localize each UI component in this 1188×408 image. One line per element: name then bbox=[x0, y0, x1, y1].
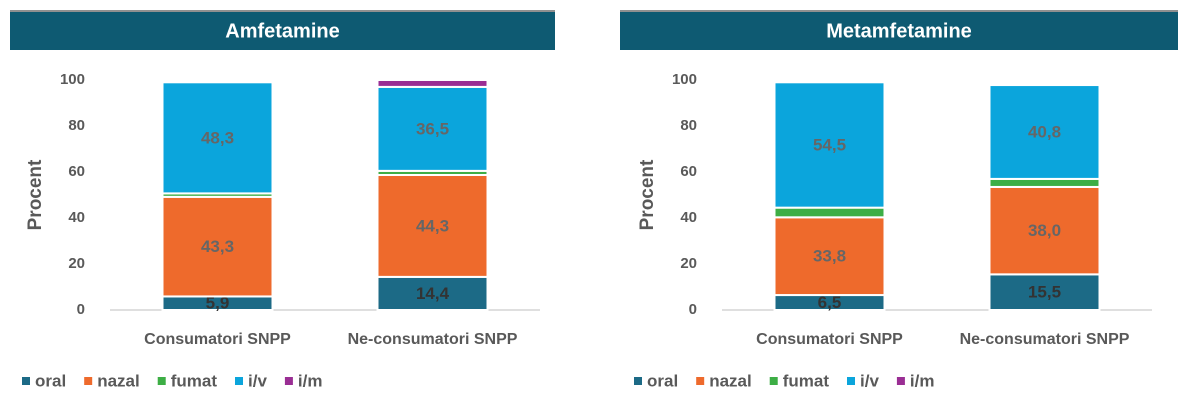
y-tick-label: 100 bbox=[60, 71, 85, 88]
bar-segment bbox=[161, 81, 274, 195]
chart: Amfetamine Procent 0 20 40 60 80 100 Consumatori… bbox=[10, 10, 555, 390]
y-tick-label: 60 bbox=[680, 163, 697, 180]
x-tick-label: Ne-consumatori SNPP bbox=[960, 331, 1130, 348]
data-label: 6,5 bbox=[818, 293, 842, 312]
legend-swatch bbox=[896, 377, 905, 385]
data-label: 36,5 bbox=[416, 119, 449, 138]
header-bar bbox=[10, 12, 555, 50]
data-label: 33,8 bbox=[813, 247, 846, 266]
y-tick-label: 0 bbox=[77, 301, 85, 318]
legend-label: fumat bbox=[171, 371, 218, 390]
x-tick-label: Consumatori SNPP bbox=[756, 331, 903, 348]
bar-segment bbox=[773, 206, 886, 219]
y-tick-label: 100 bbox=[672, 71, 697, 88]
y-tick-label: 40 bbox=[680, 209, 697, 226]
legend-label: i/m bbox=[910, 371, 935, 390]
x-tick-label: Consumatori SNPP bbox=[144, 331, 291, 348]
legend-label: nazal bbox=[97, 371, 140, 390]
bar-segment bbox=[988, 177, 1101, 188]
y-tick-label: 60 bbox=[68, 163, 85, 180]
legend-swatch bbox=[84, 377, 93, 385]
data-label: 40,8 bbox=[1028, 122, 1061, 141]
legend-swatch bbox=[634, 377, 642, 385]
y-axis-label: Procent bbox=[25, 159, 46, 230]
legend-label: fumat bbox=[783, 371, 830, 390]
y-tick-label: 80 bbox=[68, 117, 85, 134]
legend-label: i/v bbox=[860, 371, 879, 390]
data-label: 48,3 bbox=[201, 128, 234, 147]
legend-label: oral bbox=[35, 371, 66, 390]
data-label: 15,5 bbox=[1028, 283, 1061, 302]
chart-title: Metamfetamine bbox=[826, 20, 972, 42]
data-label: 54,5 bbox=[813, 135, 846, 154]
y-tick-label: 0 bbox=[689, 301, 697, 318]
data-label: 5,9 bbox=[206, 294, 230, 313]
legend-swatch bbox=[235, 377, 243, 385]
bar-segment bbox=[988, 84, 1101, 180]
legend-label: i/m bbox=[298, 371, 323, 390]
legend-swatch bbox=[22, 377, 30, 385]
bar-segment bbox=[773, 81, 886, 209]
bar-segment bbox=[773, 216, 886, 297]
legend-swatch bbox=[696, 377, 705, 385]
legend-swatch bbox=[157, 377, 166, 385]
data-label: 14,4 bbox=[416, 284, 450, 303]
legend-label: oral bbox=[647, 371, 678, 390]
y-tick-label: 20 bbox=[680, 255, 697, 272]
chart: Metamfetamine Procent 0 20 40 60 80 100 Consumat… bbox=[620, 10, 1178, 390]
legend-swatch bbox=[769, 377, 778, 385]
legend-label: i/v bbox=[248, 371, 267, 390]
y-tick-label: 40 bbox=[68, 209, 85, 226]
bar-segment bbox=[988, 273, 1101, 312]
y-axis-label: Procent bbox=[637, 159, 658, 230]
header-bar bbox=[620, 12, 1178, 50]
legend-label: nazal bbox=[709, 371, 752, 390]
bar-segment bbox=[376, 85, 489, 172]
data-label: 44,3 bbox=[416, 216, 449, 235]
legend-swatch bbox=[284, 377, 293, 385]
data-label: 38,0 bbox=[1028, 221, 1061, 240]
chart-title: Amfetamine bbox=[225, 20, 339, 42]
bar-segment bbox=[376, 79, 489, 88]
bar-segment bbox=[988, 185, 1101, 276]
y-tick-label: 80 bbox=[680, 117, 697, 134]
data-label: 43,3 bbox=[201, 237, 234, 256]
bar-segment bbox=[376, 275, 489, 312]
legend-swatch bbox=[847, 377, 855, 385]
bar-segment bbox=[376, 173, 489, 278]
y-tick-label: 20 bbox=[68, 255, 85, 272]
x-tick-label: Ne-consumatori SNPP bbox=[348, 331, 518, 348]
